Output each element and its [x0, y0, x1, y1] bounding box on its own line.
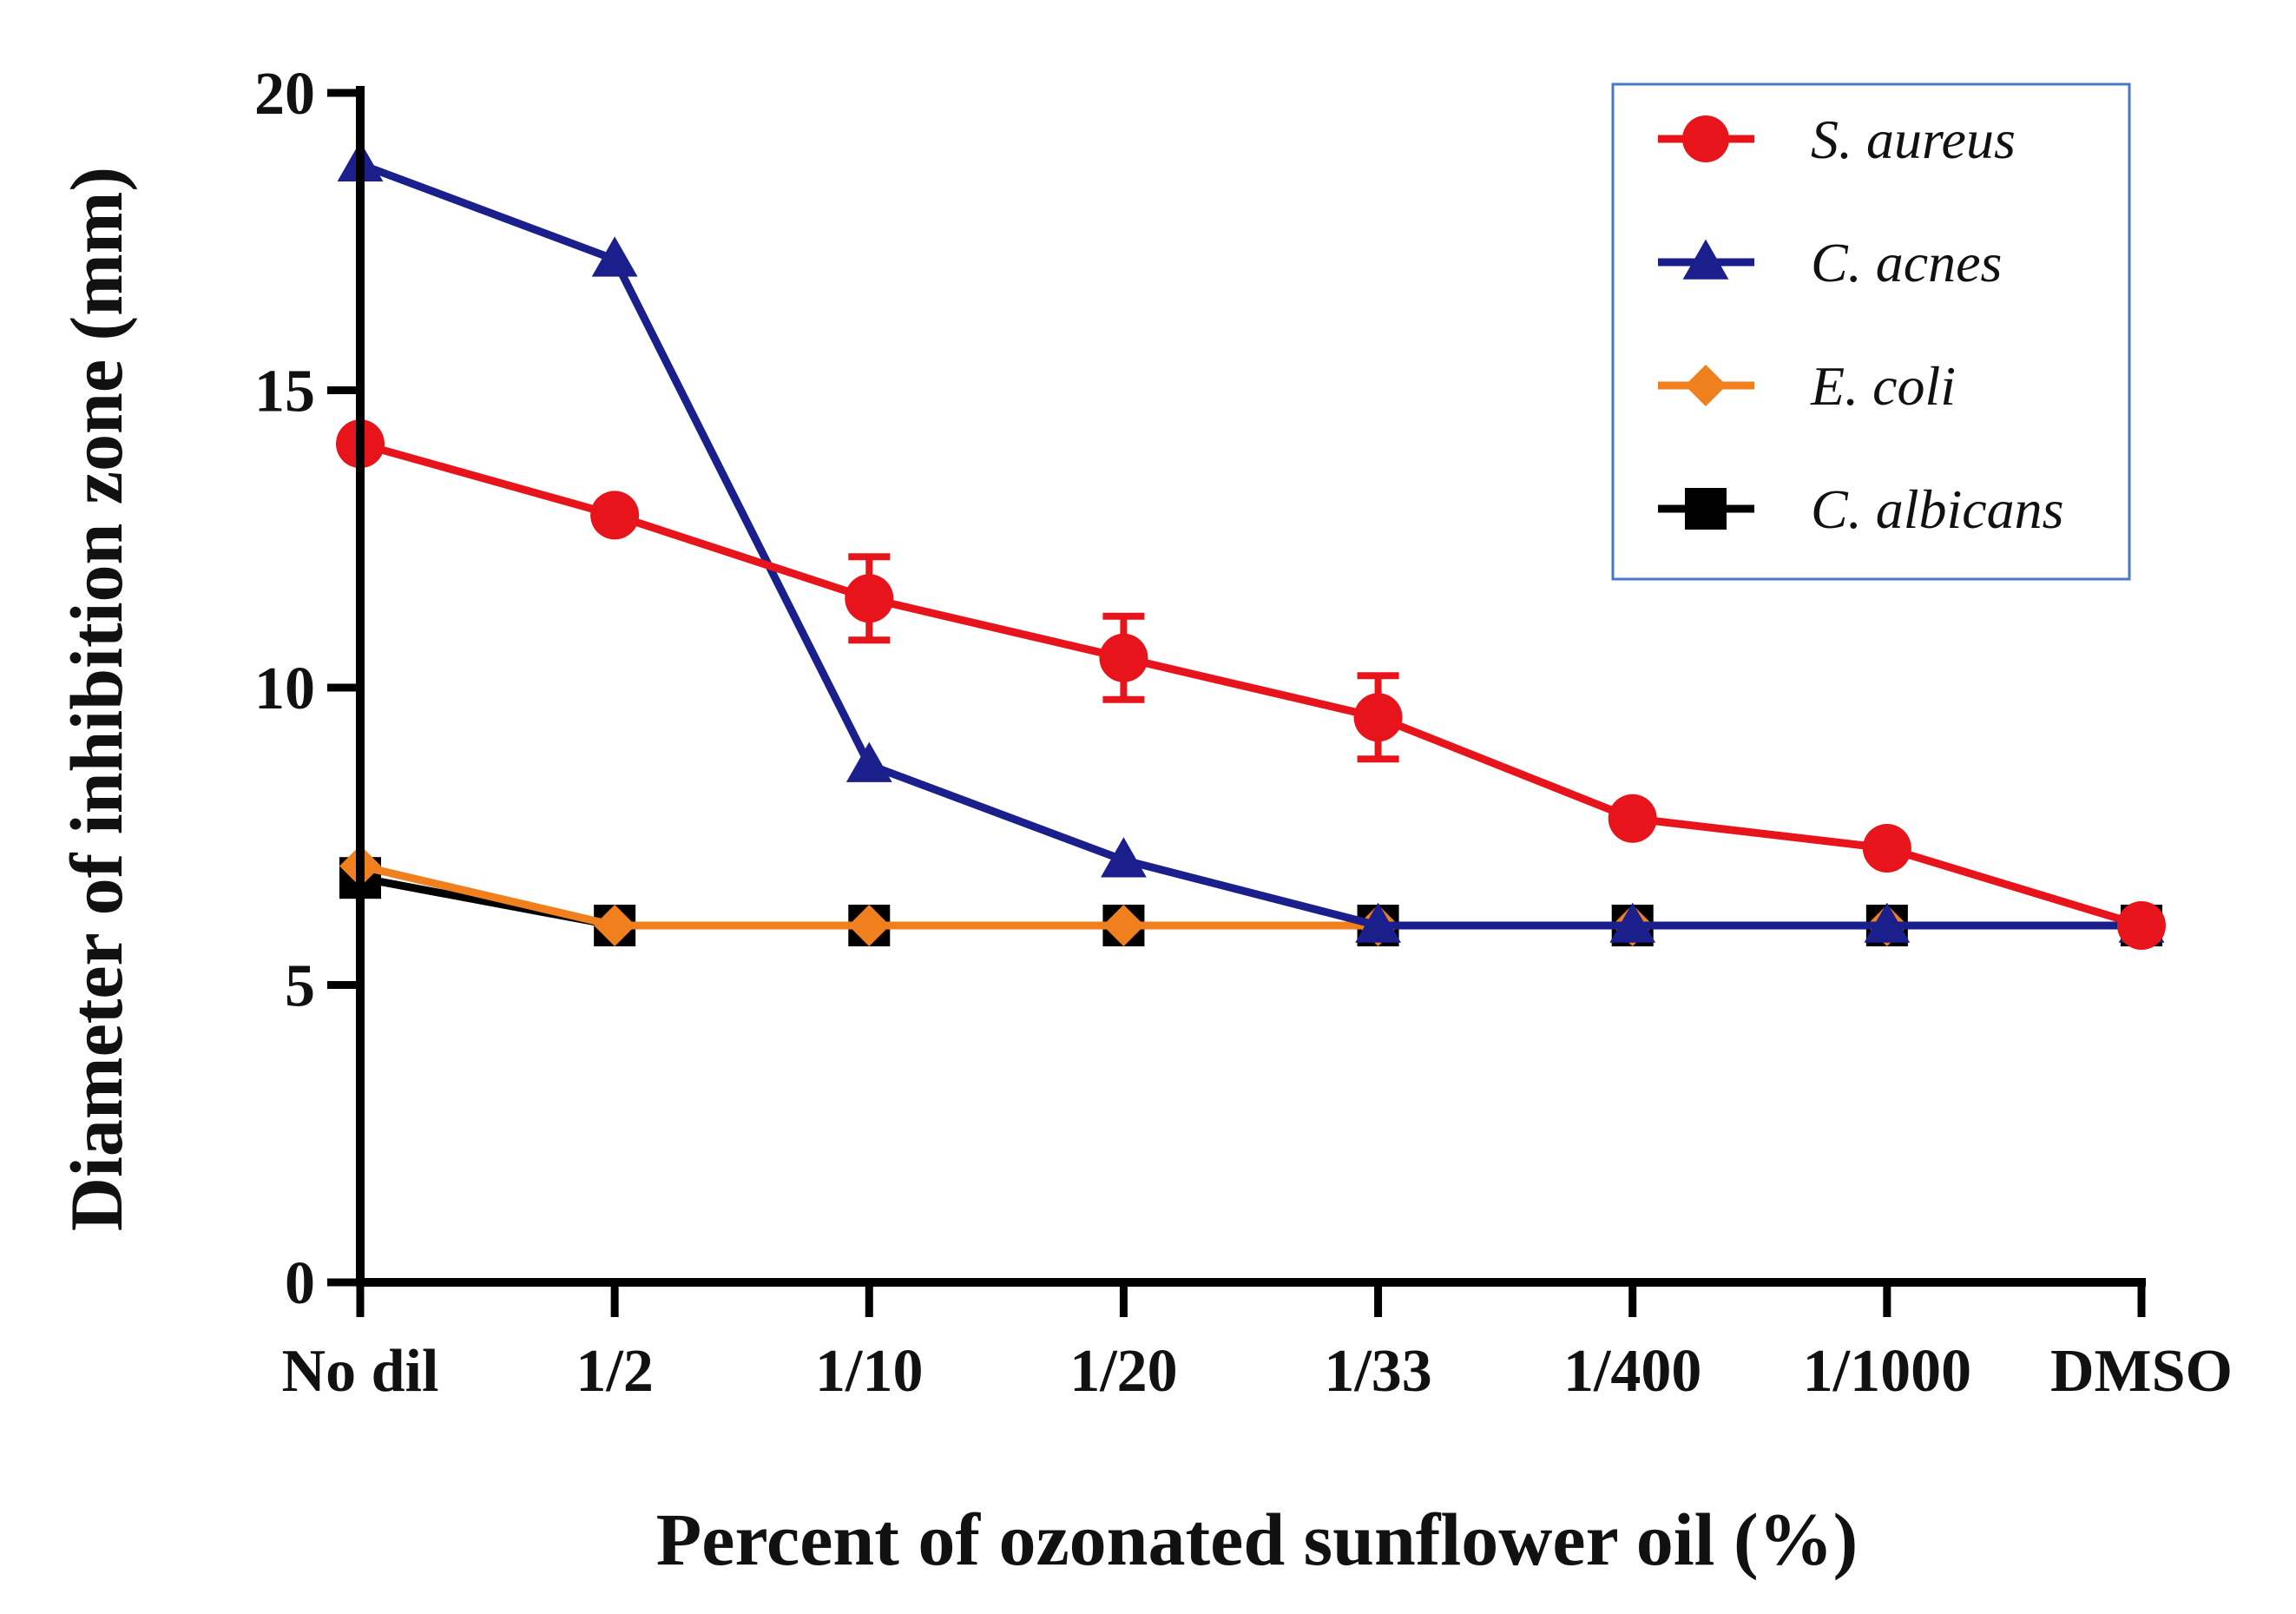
data-point: [1864, 902, 1911, 943]
legend-marker: [1685, 488, 1727, 530]
x-tick-label: 1/2: [576, 1338, 653, 1405]
data-point: [845, 574, 894, 623]
legend-marker: [1685, 365, 1727, 406]
legend: S. aureus C. acnes E. coli C. albicans: [1611, 82, 2131, 581]
data-point: [845, 741, 892, 782]
y-tick-label: 15: [254, 359, 315, 425]
data-point: [848, 905, 891, 946]
legend-label: E. coli: [1810, 355, 1956, 417]
y-tick-label: 5: [285, 953, 315, 1020]
data-point: [590, 491, 640, 540]
legend-item-e-coli: E. coli: [1658, 355, 1956, 417]
data-point: [1862, 823, 1911, 873]
data-point: [2117, 901, 2166, 950]
data-point: [591, 236, 638, 277]
legend-label: C. albicans: [1811, 478, 2064, 540]
legend-marker: [1682, 115, 1729, 162]
legend-label: C. acnes: [1811, 232, 2002, 293]
x-tick-label: 1/33: [1324, 1338, 1431, 1405]
y-axis-title: Diameter of inhibition zone (mm): [55, 167, 138, 1231]
x-tick-label: 1/400: [1563, 1338, 1701, 1405]
legend-marker: [1682, 239, 1729, 280]
data-point: [1608, 794, 1657, 843]
x-tick-label: No dil: [282, 1338, 439, 1405]
x-tick-label: 1/1000: [1803, 1338, 1971, 1405]
legend-item-s-aureus: S. aureus: [1658, 109, 2016, 170]
data-point: [1353, 693, 1403, 742]
y-tick-label: 0: [285, 1250, 315, 1317]
data-point: [1102, 905, 1145, 946]
plot-area: [336, 141, 2166, 950]
x-tick-label: DMSO: [2050, 1338, 2233, 1405]
legend-item-c-acnes: C. acnes: [1658, 232, 2002, 293]
data-point: [1099, 633, 1148, 682]
series-line-c-acnes: [359, 160, 2141, 930]
y-tick-label: 20: [254, 61, 315, 128]
data-point: [1101, 837, 1147, 878]
x-axis-title: Percent of ozonated sunflower oil (%): [656, 1498, 1859, 1581]
legend-label: S. aureus: [1811, 109, 2016, 170]
series-s-aureus: [336, 419, 2166, 950]
data-point: [594, 905, 636, 946]
data-point: [1355, 902, 1401, 943]
x-tick-label: 1/20: [1069, 1338, 1177, 1405]
y-tick-label: 10: [254, 655, 315, 722]
data-point: [1609, 902, 1656, 943]
axes: 0 5 10 15 20 No dil 1/2 1/10 1/20 1/33 1/400 1/1000…: [254, 61, 2233, 1405]
x-tick-label: 1/10: [815, 1338, 923, 1405]
legend-item-c-albicans: C. albicans: [1658, 478, 2064, 540]
series-line-s-aureus: [359, 439, 2143, 930]
